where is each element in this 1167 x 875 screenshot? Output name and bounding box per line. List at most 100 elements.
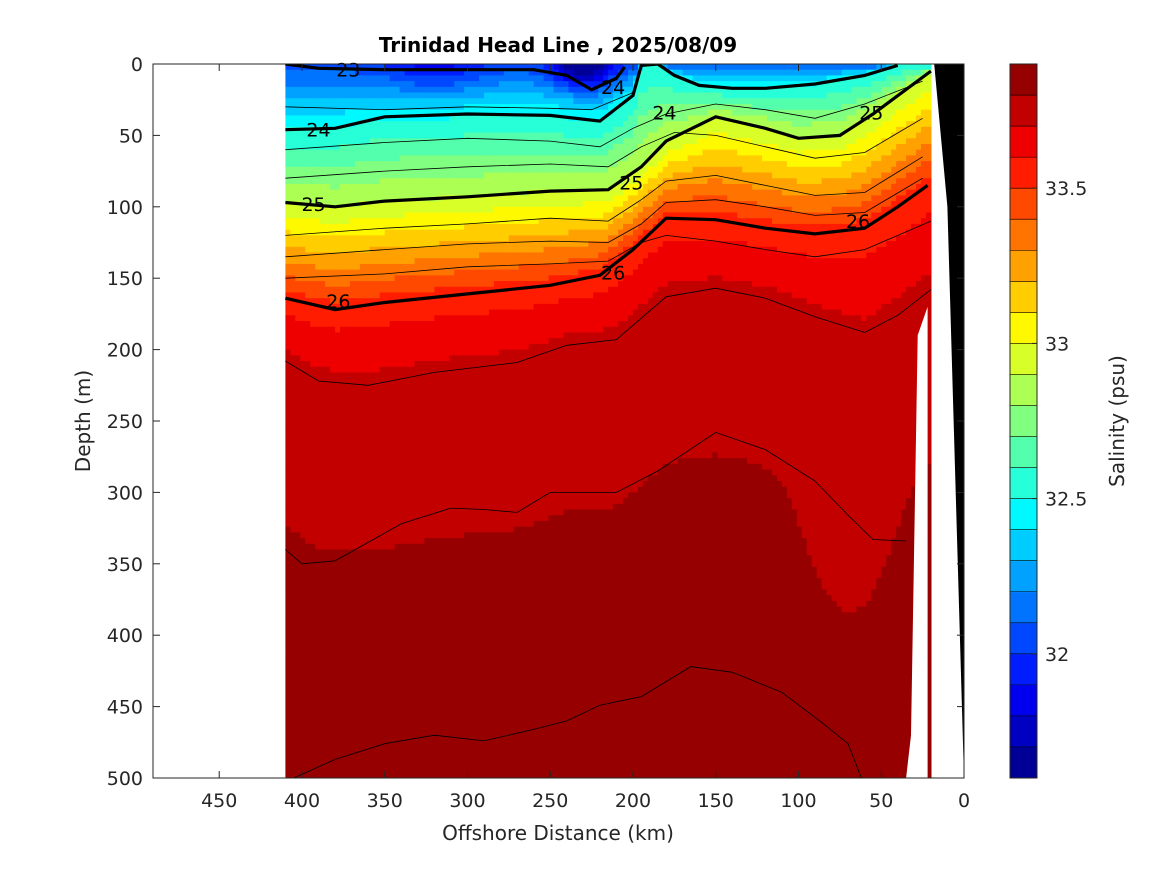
salinity-cell: [454, 658, 460, 664]
salinity-cell: [355, 184, 361, 190]
salinity-cell: [444, 647, 450, 653]
salinity-cell: [295, 167, 301, 173]
salinity-cell: [390, 138, 396, 144]
salinity-cell: [385, 681, 391, 687]
salinity-cell: [380, 270, 386, 276]
salinity-cell: [300, 521, 306, 527]
salinity-cell: [429, 230, 435, 236]
salinity-cell: [290, 75, 296, 81]
salinity-cell: [444, 315, 450, 321]
salinity-cell: [305, 270, 311, 276]
salinity-cell: [474, 744, 480, 750]
salinity-cell: [464, 384, 470, 390]
salinity-cell: [340, 441, 346, 447]
salinity-cell: [449, 115, 455, 121]
salinity-cell: [305, 110, 311, 116]
salinity-cell: [380, 647, 386, 653]
salinity-cell: [350, 681, 356, 687]
salinity-cell: [285, 70, 291, 76]
salinity-cell: [449, 709, 455, 715]
salinity-cell: [340, 652, 346, 658]
salinity-cell: [479, 384, 485, 390]
salinity-cell: [365, 527, 371, 533]
salinity-cell: [345, 452, 351, 458]
salinity-cell: [469, 492, 475, 498]
salinity-cell: [290, 652, 296, 658]
salinity-cell: [310, 424, 316, 430]
salinity-cell: [320, 652, 326, 658]
salinity-cell: [444, 629, 450, 635]
salinity-cell: [315, 447, 321, 453]
salinity-cell: [305, 401, 311, 407]
salinity-cell: [320, 669, 326, 675]
salinity-cell: [454, 207, 460, 213]
salinity-cell: [320, 538, 326, 544]
salinity-cell: [439, 230, 445, 236]
salinity-cell: [285, 258, 291, 264]
salinity-cell: [360, 367, 366, 373]
salinity-cell: [360, 133, 366, 139]
salinity-cell: [479, 698, 485, 704]
salinity-cell: [340, 173, 346, 179]
salinity-cell: [419, 612, 425, 618]
salinity-cell: [325, 281, 331, 287]
salinity-cell: [330, 658, 336, 664]
salinity-cell: [385, 144, 391, 150]
salinity-cell: [429, 310, 435, 316]
salinity-cell: [400, 629, 406, 635]
salinity-cell: [350, 350, 356, 356]
salinity-cell: [310, 401, 316, 407]
salinity-cell: [290, 629, 296, 635]
salinity-cell: [454, 641, 460, 647]
salinity-cell: [449, 567, 455, 573]
salinity-cell: [330, 618, 336, 624]
salinity-cell: [290, 492, 296, 498]
salinity-cell: [419, 401, 425, 407]
salinity-cell: [325, 727, 331, 733]
salinity-cell: [385, 715, 391, 721]
salinity-cell: [340, 372, 346, 378]
salinity-cell: [419, 458, 425, 464]
salinity-cell: [385, 327, 391, 333]
salinity-cell: [385, 338, 391, 344]
salinity-cell: [340, 138, 346, 144]
salinity-cell: [390, 532, 396, 538]
salinity-cell: [355, 110, 361, 116]
salinity-cell: [400, 310, 406, 316]
salinity-cell: [469, 578, 475, 584]
salinity-cell: [320, 281, 326, 287]
salinity-cell: [454, 93, 460, 99]
salinity-cell: [444, 555, 450, 561]
salinity-cell: [335, 749, 341, 755]
salinity-cell: [444, 652, 450, 658]
salinity-cell: [340, 258, 346, 264]
salinity-cell: [385, 452, 391, 458]
salinity-cell: [424, 755, 430, 761]
salinity-cell: [439, 253, 445, 259]
salinity-cell: [345, 590, 351, 596]
salinity-cell: [355, 412, 361, 418]
salinity-cell: [385, 749, 391, 755]
salinity-cell: [295, 498, 301, 504]
salinity-cell: [454, 75, 460, 81]
salinity-cell: [454, 504, 460, 510]
salinity-cell: [285, 395, 291, 401]
salinity-cell: [410, 315, 416, 321]
salinity-cell: [395, 150, 401, 156]
salinity-cell: [310, 407, 316, 413]
salinity-cell: [385, 510, 391, 516]
salinity-cell: [410, 767, 416, 773]
salinity-cell: [474, 641, 480, 647]
salinity-cell: [325, 98, 331, 104]
salinity-cell: [325, 93, 331, 99]
salinity-cell: [385, 492, 391, 498]
salinity-cell: [474, 572, 480, 578]
salinity-cell: [410, 675, 416, 681]
salinity-cell: [360, 561, 366, 567]
salinity-cell: [395, 567, 401, 573]
salinity-cell: [400, 264, 406, 270]
salinity-cell: [355, 258, 361, 264]
salinity-cell: [355, 692, 361, 698]
salinity-cell: [330, 481, 336, 487]
salinity-cell: [429, 447, 435, 453]
